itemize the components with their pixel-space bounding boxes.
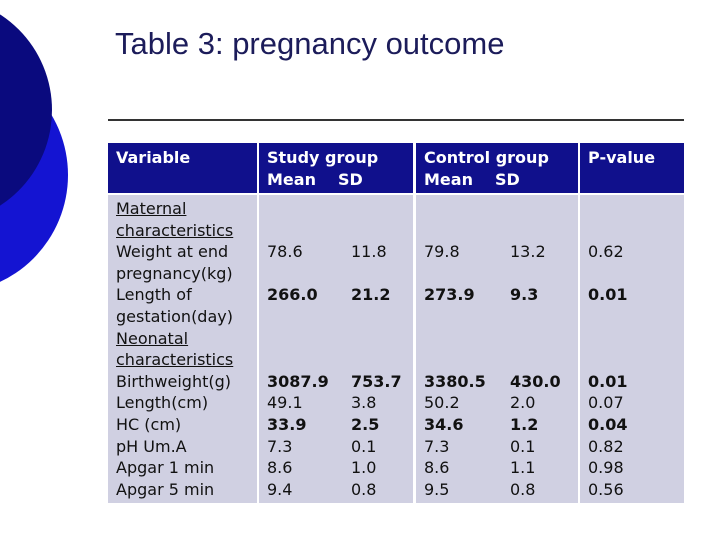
header-group: Control group <box>424 148 549 167</box>
header-variable: Variable <box>116 148 191 167</box>
control-sd: 0.8 <box>510 479 536 499</box>
header-cell-bg <box>108 143 257 193</box>
variable-label: Apgar 5 min <box>116 479 215 499</box>
variable-label: HC (cm) <box>116 414 182 434</box>
table-row: Apgar 5 min 9.4 0.8 9.5 0.8 0.56 <box>108 479 684 501</box>
header-cell-bg <box>416 143 578 193</box>
empty-cell <box>259 198 684 241</box>
decoration <box>0 14 68 282</box>
study-mean: 3087.9 <box>267 371 329 391</box>
header-sd: SD <box>494 169 520 189</box>
header-group: Study group <box>267 148 379 167</box>
variable-label: Apgar 1 min <box>116 458 215 478</box>
variable-label: Length of gestation(day) <box>116 285 233 326</box>
header-mean: Mean <box>424 169 473 189</box>
header-cell-bg <box>259 143 413 193</box>
control-sd: 1.1 <box>510 458 536 478</box>
header-cell-bg <box>580 143 684 193</box>
control-sd: 0.1 <box>510 436 536 456</box>
p-value: 0.07 <box>588 393 624 413</box>
study-sd: 1.0 <box>351 458 377 478</box>
p-value: 0.56 <box>588 479 624 499</box>
body-cell-bg <box>108 195 257 503</box>
table-row: Length of gestation(day) 266.0 21.2 273.9 9.… <box>108 284 684 327</box>
control-mean: 8.6 <box>424 458 450 478</box>
variable-label: pH Um.A <box>116 436 187 456</box>
control-sd: 1.2 <box>510 414 539 434</box>
table-row: Maternal characteristics <box>108 198 684 241</box>
p-value: 0.01 <box>588 371 628 391</box>
table-row: HC (cm) 33.9 2.5 34.6 1.2 0.04 <box>108 414 684 436</box>
body-cell-bg <box>416 195 578 503</box>
study-sd: 0.8 <box>351 479 377 499</box>
variable-label: Birthweight(g) <box>116 371 231 391</box>
empty-cell <box>259 328 684 371</box>
control-sd: 13.2 <box>510 242 546 262</box>
study-sd: 3.8 <box>351 393 377 413</box>
control-mean: 7.3 <box>424 436 450 456</box>
p-value: 0.04 <box>588 414 628 434</box>
header-mean: Mean <box>267 169 316 189</box>
header-p-value: P-value <box>588 148 656 167</box>
study-sd: 2.5 <box>351 414 380 434</box>
study-sd: 0.1 <box>351 436 377 456</box>
header-sd: SD <box>337 169 363 189</box>
table-row: Length(cm) 49.1 3.8 50.2 2.0 0.07 <box>108 392 684 414</box>
table-row: Apgar 1 min 8.6 1.0 8.6 1.1 0.98 <box>108 457 684 479</box>
control-sd: 2.0 <box>510 393 536 413</box>
table-body: Maternal characteristics Weight at end pr… <box>108 198 684 500</box>
study-mean: 49.1 <box>267 393 303 413</box>
study-sd: 21.2 <box>351 285 391 305</box>
control-mean: 50.2 <box>424 393 460 413</box>
study-sd: 753.7 <box>351 371 402 391</box>
study-mean: 8.6 <box>267 458 293 478</box>
table-row: pH Um.A 7.3 0.1 7.3 0.1 0.82 <box>108 436 684 458</box>
title: Table 3: pregnancy outcome <box>115 26 505 61</box>
study-mean: 9.4 <box>267 479 293 499</box>
section-label: Maternal characteristics <box>116 199 234 240</box>
control-sd: 9.3 <box>510 285 539 305</box>
p-value: 0.98 <box>588 458 624 478</box>
control-sd: 430.0 <box>510 371 561 391</box>
variable-label: Length(cm) <box>116 393 209 413</box>
study-mean: 33.9 <box>267 414 307 434</box>
body-cell-bg <box>580 195 684 503</box>
title-rule <box>108 119 684 121</box>
variable-label: Weight at end pregnancy(kg) <box>116 242 233 283</box>
control-mean: 34.6 <box>424 414 464 434</box>
study-mean: 266.0 <box>267 285 318 305</box>
body-cell-bg <box>259 195 413 503</box>
table-row: Neonatal characteristics <box>108 328 684 371</box>
section-label: Neonatal characteristics <box>116 328 234 370</box>
control-mean: 9.5 <box>424 479 450 499</box>
table-row: Birthweight(g) 3087.9 753.7 3380.5 430.0 0.01 <box>108 371 684 393</box>
control-mean: 3380.5 <box>424 371 486 391</box>
study-sd: 11.8 <box>351 242 387 262</box>
control-mean: 79.8 <box>424 242 460 262</box>
study-mean: 7.3 <box>267 436 293 456</box>
control-mean: 273.9 <box>424 285 475 305</box>
table-header: Variable Study group Mean SD Control group… <box>108 147 684 190</box>
table-row: Weight at end pregnancy(kg) 78.6 11.8 79.8 1… <box>108 241 684 284</box>
p-value: 0.82 <box>588 436 624 456</box>
study-mean: 78.6 <box>267 242 303 262</box>
p-value: 0.01 <box>588 285 628 305</box>
p-value: 0.62 <box>588 242 624 262</box>
